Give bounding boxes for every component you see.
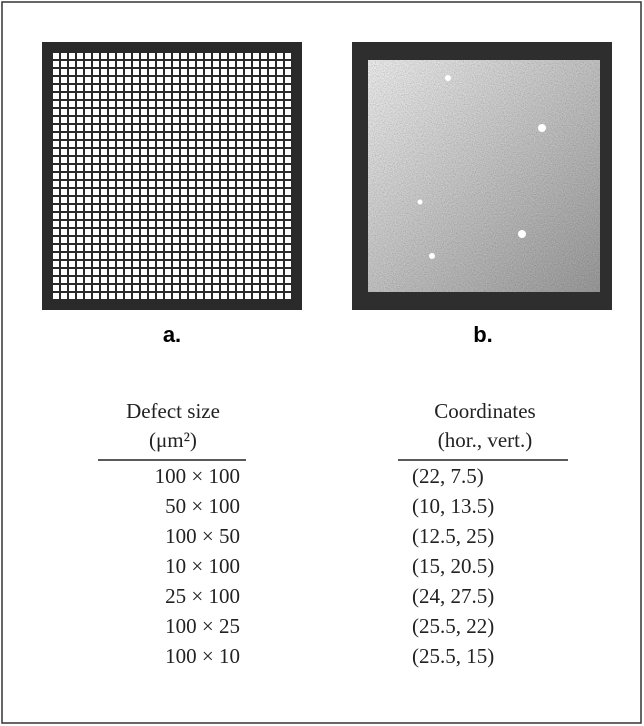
coordinates: (15, 20.5) <box>412 554 494 578</box>
coordinates: (25.5, 15) <box>412 644 494 668</box>
figure: a. b. Defect size (μm²) Coordinates (hor… <box>0 0 644 726</box>
column-header: Coordinates <box>434 399 535 423</box>
column-header: Defect size <box>126 399 220 423</box>
panel-a-image <box>42 42 302 310</box>
panel-label: b. <box>473 322 493 347</box>
defect-size: 10 × 100 <box>165 554 240 578</box>
defect-size: 100 × 50 <box>165 524 240 548</box>
column-unit: (hor., vert.) <box>438 428 532 452</box>
defect-size: 100 × 25 <box>165 614 240 638</box>
defect-size: 100 × 10 <box>165 644 240 668</box>
column-unit: (μm²) <box>149 428 197 452</box>
coordinates: (22, 7.5) <box>412 464 484 488</box>
panel-b-image <box>352 42 612 310</box>
defect-size: 25 × 100 <box>165 584 240 608</box>
panel-label: a. <box>163 322 181 347</box>
table-body: 100 × 100 (22, 7.5) 50 × 100 (10, 13.5) 100 … <box>155 464 495 668</box>
coordinates: (12.5, 25) <box>412 524 494 548</box>
defect-size: 50 × 100 <box>165 494 240 518</box>
coordinates: (10, 13.5) <box>412 494 494 518</box>
defect-size: 100 × 100 <box>155 464 240 488</box>
coordinates: (24, 27.5) <box>412 584 494 608</box>
coordinates: (25.5, 22) <box>412 614 494 638</box>
